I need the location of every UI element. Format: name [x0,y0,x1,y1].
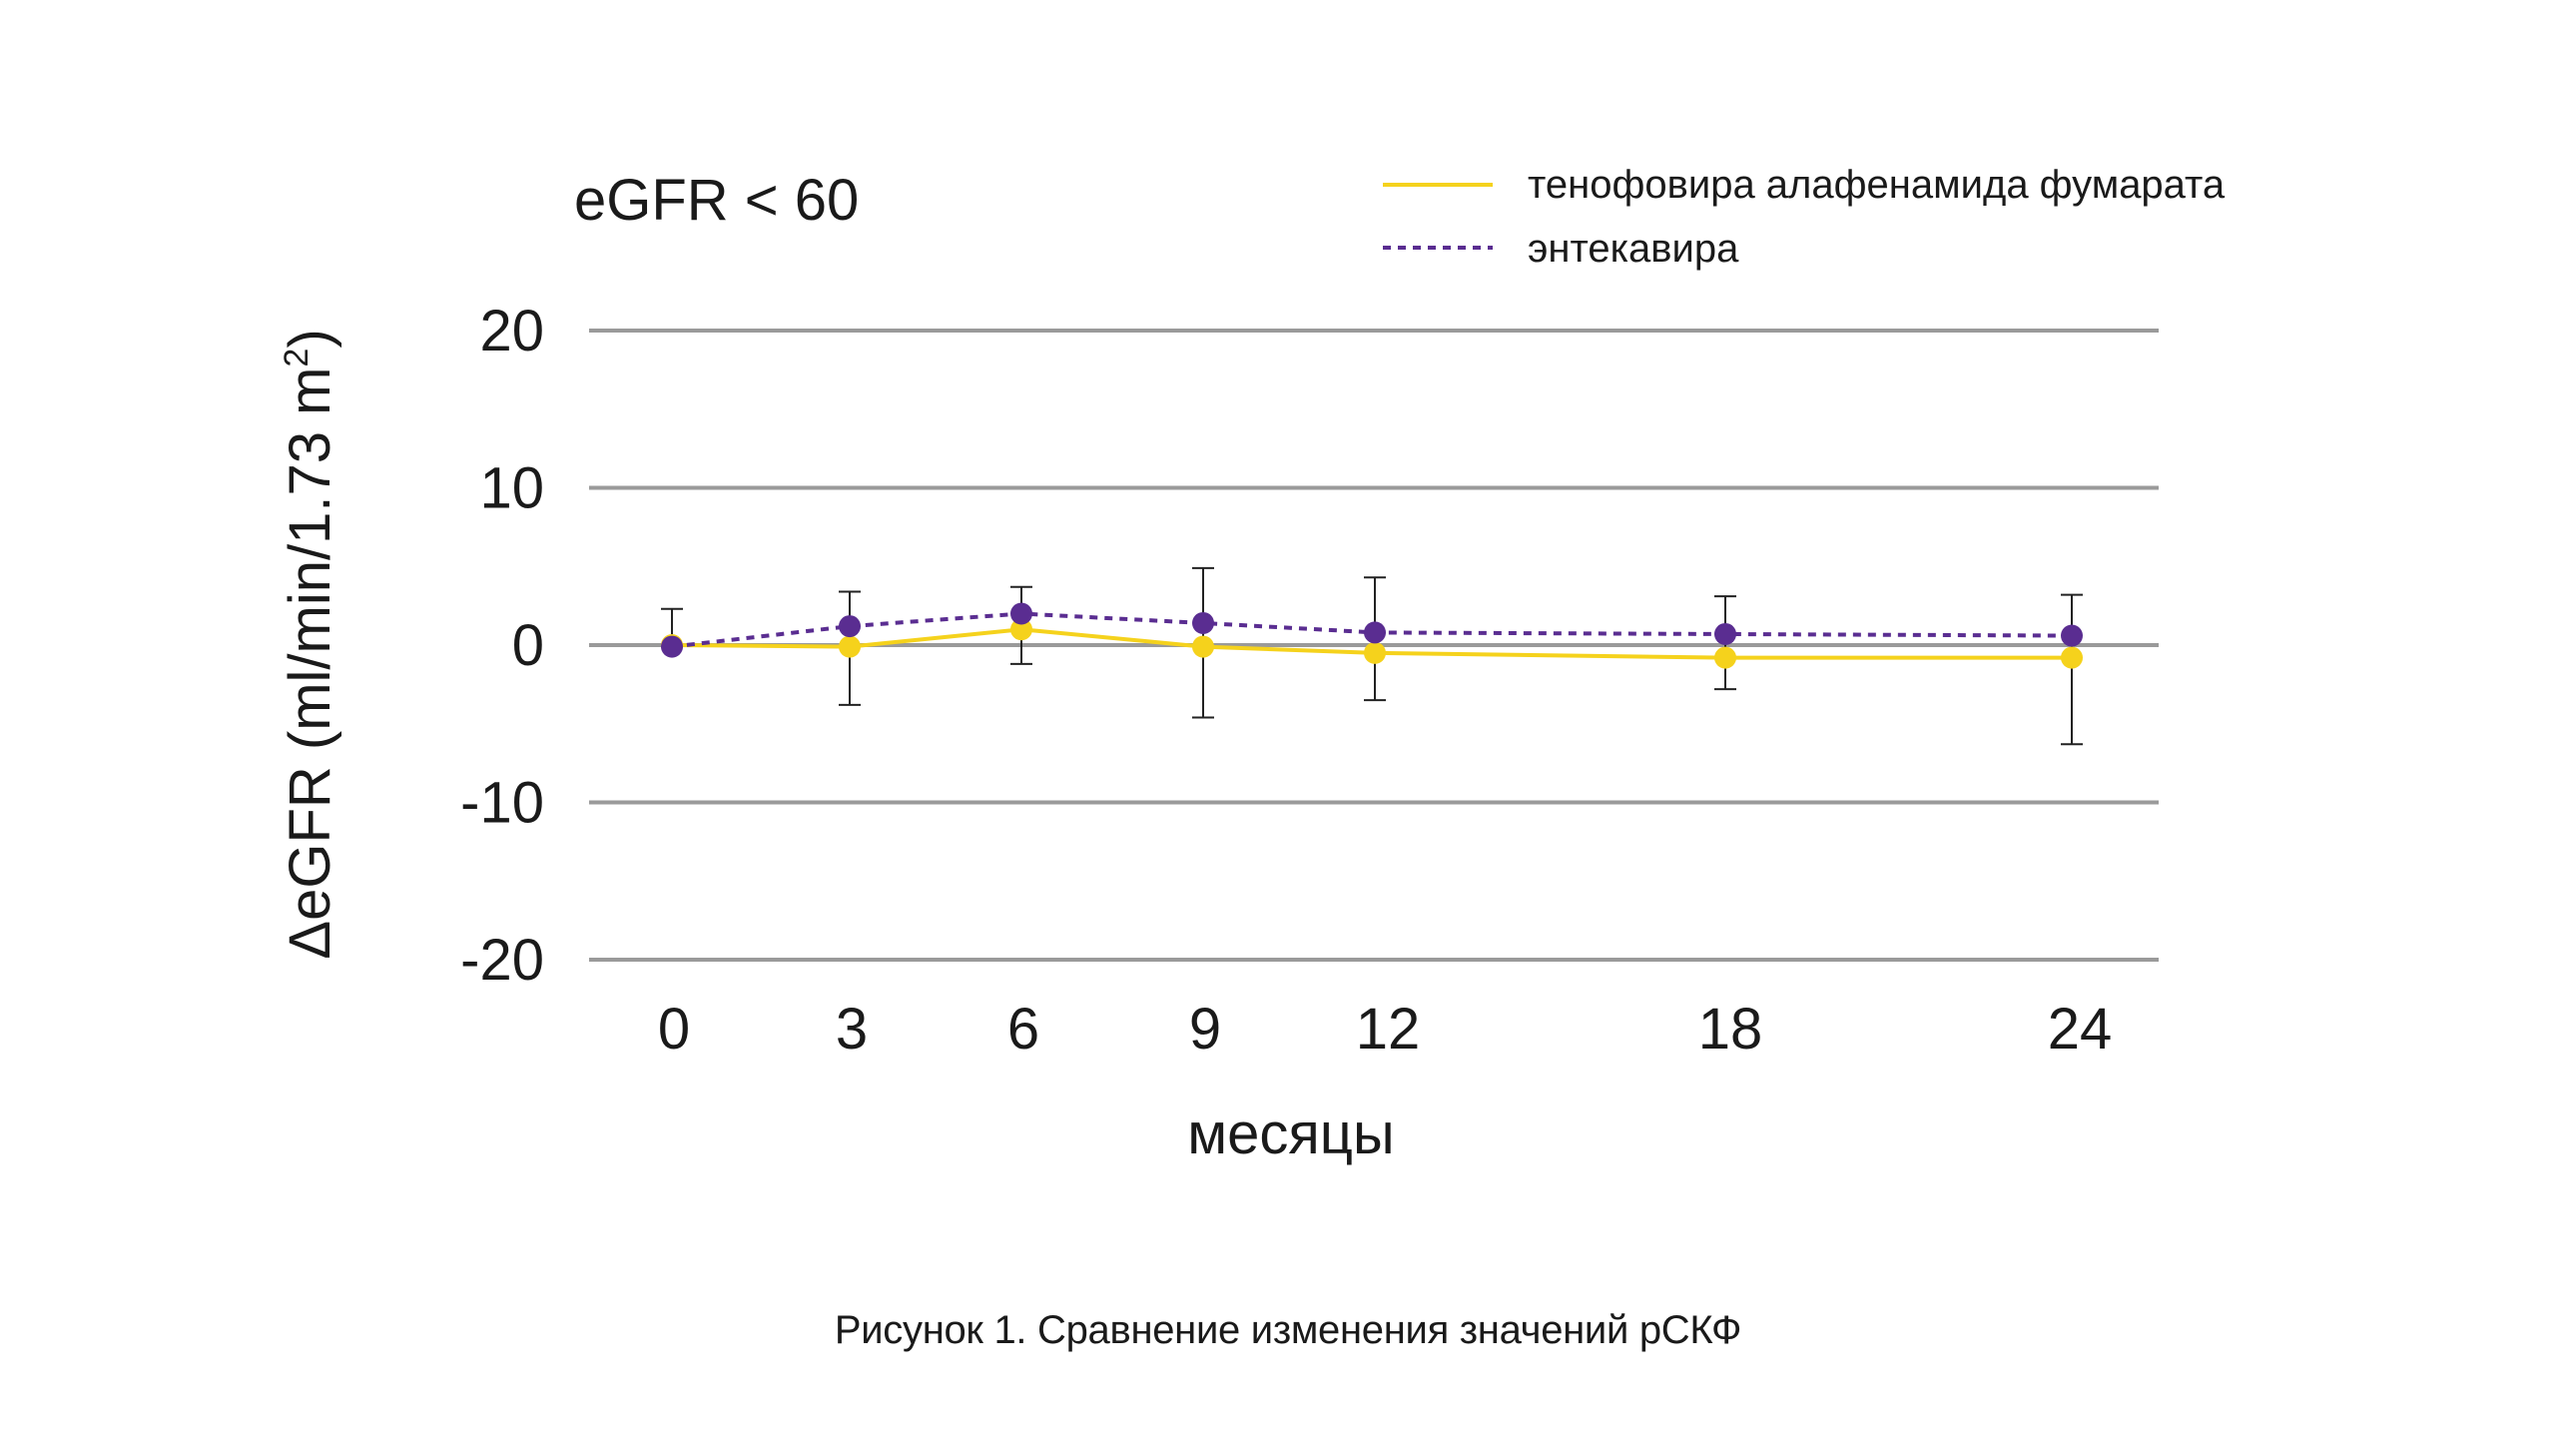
y-tick-label: -10 [460,771,544,836]
figure-caption: Рисунок 1. Сравнение изменения значений … [834,1308,1742,1352]
data-point-tenofovir [1714,646,1736,669]
x-tick-label: 9 [1189,997,1221,1062]
x-axis-label: месяцы [1187,1101,1394,1166]
data-point-entecavir [2061,624,2083,647]
data-point-entecavir [839,615,861,638]
legend-label-entecavir: энтекавира [1528,227,1739,271]
data-points [661,602,2083,669]
x-tick-label: 0 [658,997,690,1062]
data-point-entecavir [1364,621,1386,644]
x-tick-label: 3 [836,997,868,1062]
y-tick-label: -20 [460,928,544,993]
y-tick-labels: 20 10 0 -10 -20 [460,299,544,993]
x-tick-label: 12 [1356,997,1421,1062]
data-point-entecavir [1192,611,1214,634]
data-point-tenofovir [2061,646,2083,669]
data-point-tenofovir [1364,641,1386,664]
y-axis-label: ΔeGFR (ml/min/1.73 m2) [278,329,342,959]
x-tick-labels: 0 3 6 9 12 18 24 [658,997,2112,1062]
legend-label-tenofovir: тенофовира алафенамида фумарата [1528,163,2226,207]
x-tick-label: 6 [1007,997,1039,1062]
chart-subtitle: eGFR < 60 [574,168,859,233]
data-point-tenofovir [1010,618,1032,641]
data-point-tenofovir [839,635,861,658]
y-tick-label: 10 [479,456,544,521]
data-point-entecavir [661,635,683,658]
data-point-tenofovir [1192,635,1214,658]
x-tick-label: 18 [1698,997,1763,1062]
data-point-entecavir [1714,622,1736,645]
legend: тенофовира алафенамида фумарата энтекави… [1383,163,2226,271]
y-tick-label: 0 [512,613,544,678]
data-point-entecavir [1010,602,1032,625]
x-tick-label: 24 [2048,997,2113,1062]
y-tick-label: 20 [479,299,544,363]
